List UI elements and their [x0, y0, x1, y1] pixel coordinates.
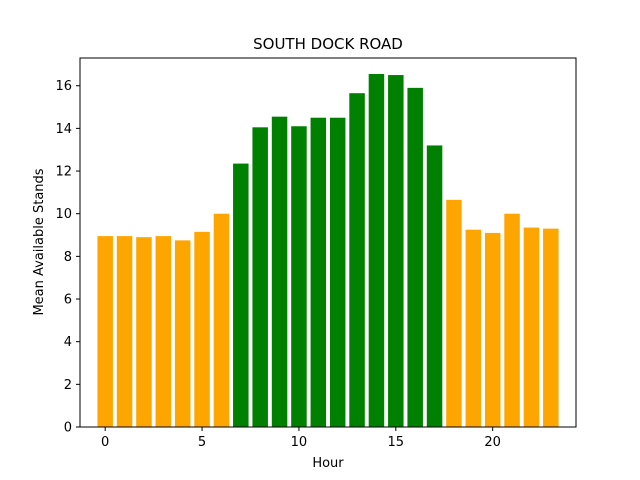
bar-hour-8: [252, 127, 268, 427]
y-axis-label: Mean Available Stands: [32, 168, 47, 315]
bar-hour-23: [543, 228, 559, 427]
bar-hour-7: [233, 163, 249, 427]
y-axis-ticks: 0 2 4 6 8 10 12 14 16: [55, 79, 80, 436]
bar-hour-22: [523, 227, 540, 427]
y-tick-label: 6: [64, 293, 72, 308]
bar-hour-13: [349, 93, 365, 427]
bar-hour-3: [155, 236, 172, 427]
bar-hour-17: [426, 145, 443, 427]
bar-hour-11: [310, 117, 327, 427]
x-tick-label: 10: [291, 435, 308, 450]
bar-hour-20: [484, 232, 501, 427]
y-tick-label: 14: [55, 122, 72, 137]
y-tick-label: 16: [55, 79, 72, 94]
chart-title: SOUTH DOCK ROAD: [253, 35, 403, 53]
y-tick-label: 0: [64, 421, 72, 436]
bar-hour-0: [97, 236, 113, 427]
plot-frame: [79, 57, 577, 428]
x-tick-label: 5: [198, 435, 206, 450]
bar-hour-19: [465, 229, 482, 427]
bar-hour-21: [504, 213, 520, 427]
bar-hour-16: [407, 87, 423, 428]
bars-group: [97, 74, 559, 428]
x-axis-label: Hour: [312, 456, 344, 471]
y-tick-label: 2: [64, 378, 72, 393]
bar-hour-12: [329, 117, 346, 427]
y-tick-label: 8: [64, 250, 72, 265]
bar-hour-15: [388, 75, 404, 427]
bar-hour-9: [271, 116, 288, 427]
x-axis-ticks: 0 5 10 15 20: [101, 427, 501, 450]
bar-hour-2: [136, 237, 152, 427]
bar-hour-5: [194, 231, 210, 427]
bar-hour-10: [291, 126, 307, 427]
y-tick-label: 4: [64, 335, 72, 350]
bar-hour-18: [446, 199, 462, 427]
bar-hour-6: [213, 213, 230, 427]
bar-hour-14: [368, 74, 385, 427]
bar-hour-1: [116, 236, 133, 427]
y-tick-label: 10: [55, 207, 72, 222]
bar-hour-4: [174, 240, 191, 427]
x-tick-label: 0: [101, 435, 109, 450]
y-tick-label: 12: [55, 165, 72, 180]
x-tick-label: 15: [388, 435, 405, 450]
x-tick-label: 20: [484, 435, 501, 450]
